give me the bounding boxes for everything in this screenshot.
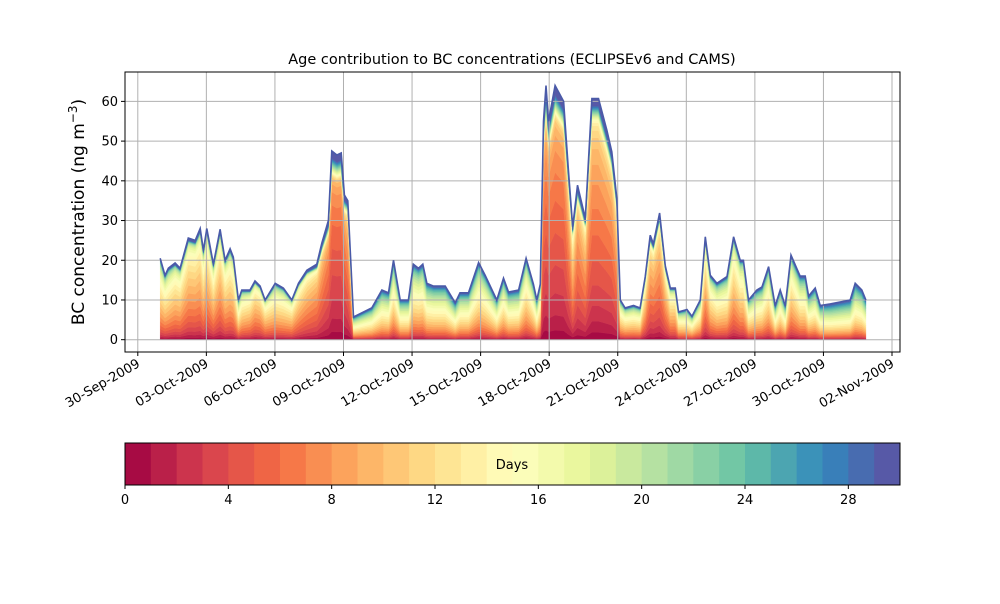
colorbar-bin-1 [150, 443, 178, 485]
colorbar-bin-4 [228, 443, 255, 485]
colorbar-bin-18 [590, 443, 617, 485]
colorbar-tick-label: 20 [633, 493, 650, 508]
colorbar-bin-3 [202, 443, 229, 485]
y-tick-label: 30 [101, 214, 118, 229]
colorbar-tick-label: 12 [427, 493, 444, 508]
x-tick-label: 30-Sep-2009 [63, 356, 143, 411]
x-tick-label: 02-Nov-2009 [817, 356, 897, 411]
grid-lines [125, 72, 900, 352]
x-tick-label: 06-Oct-2009 [202, 356, 280, 410]
colorbar-bin-25 [770, 443, 798, 485]
colorbar-tick-label: 24 [737, 493, 754, 508]
colorbar-bin-8 [331, 443, 358, 485]
colorbar-bin-23 [719, 443, 746, 485]
colorbar-bin-21 [667, 443, 694, 485]
colorbar-bin-28 [848, 443, 875, 485]
plot-frame [124, 71, 901, 353]
colorbar-frame [124, 442, 901, 486]
x-tick-label: 27-Oct-2009 [681, 356, 759, 410]
colorbar-bin-12 [435, 443, 462, 485]
colorbar-bin-24 [745, 443, 772, 485]
stacked-area-layers [159, 84, 867, 340]
age-layer-day-23 [159, 100, 867, 321]
age-layer-day-29 [159, 84, 867, 318]
y-tick-label: 40 [101, 174, 118, 189]
x-tick-label: 09-Oct-2009 [270, 356, 348, 410]
colorbar-label: Days [496, 458, 529, 473]
y-tick-label: 0 [110, 333, 118, 348]
y-axis-ticks: 0 10 20 30 40 50 60 [101, 95, 125, 348]
x-tick-label: 15-Oct-2009 [407, 356, 485, 410]
colorbar-tick-label: 16 [530, 493, 547, 508]
colorbar-tick-label: 0 [121, 493, 129, 508]
colorbar-bin-19 [615, 443, 643, 485]
x-tick-label: 30-Oct-2009 [750, 356, 828, 410]
age-layer-day-26 [159, 96, 867, 319]
y-tick-label: 50 [101, 135, 118, 150]
y-tick-label: 20 [101, 254, 118, 269]
colorbar-bin-14 [486, 443, 513, 485]
colorbar-bin-26 [796, 443, 823, 485]
colorbar-bin-2 [176, 443, 203, 485]
colorbar-tick-label: 4 [224, 493, 232, 508]
age-layer-day-27 [159, 95, 867, 319]
x-tick-label: 03-Oct-2009 [133, 356, 211, 410]
colorbar-bin-0 [125, 443, 152, 485]
colorbar-tick-label: 28 [840, 493, 857, 508]
x-tick-label: 21-Oct-2009 [544, 356, 622, 410]
x-axis-ticks: 30-Sep-200903-Oct-200906-Oct-200909-Oct-… [63, 352, 897, 411]
colorbar-bin-16 [538, 443, 565, 485]
x-tick-label: 18-Oct-2009 [476, 356, 554, 410]
age-layer-day-24 [159, 99, 867, 320]
y-tick-label: 10 [101, 293, 118, 308]
y-axis-label: BC concentration (ng m−3) [66, 99, 89, 325]
colorbar-bin-15 [512, 443, 539, 485]
age-layer-day-25 [159, 97, 867, 320]
colorbar-bin-9 [357, 443, 384, 485]
colorbar-bin-20 [641, 443, 668, 485]
colorbar-bin-17 [564, 443, 591, 485]
colorbar-bin-7 [305, 443, 333, 485]
total-concentration-line [159, 83, 867, 319]
colorbar-bin-10 [383, 443, 410, 485]
colorbar-bin-5 [254, 443, 281, 485]
colorbar-bin-29 [874, 443, 901, 485]
colorbar [125, 443, 901, 485]
x-tick-label: 12-Oct-2009 [339, 356, 417, 410]
y-tick-label: 60 [101, 95, 118, 110]
colorbar-bin-13 [460, 443, 488, 485]
x-tick-label: 24-Oct-2009 [613, 356, 691, 410]
colorbar-bin-27 [822, 443, 849, 485]
colorbar-bin-11 [409, 443, 436, 485]
colorbar-tick-label: 8 [328, 493, 336, 508]
colorbar-bin-6 [280, 443, 307, 485]
colorbar-ticks: 0 4 8 12 16 20 24 28 [121, 485, 857, 508]
chart-title: Age contribution to BC concentrations (E… [288, 52, 735, 68]
colorbar-bin-22 [693, 443, 720, 485]
age-layer-day-28 [159, 94, 867, 319]
